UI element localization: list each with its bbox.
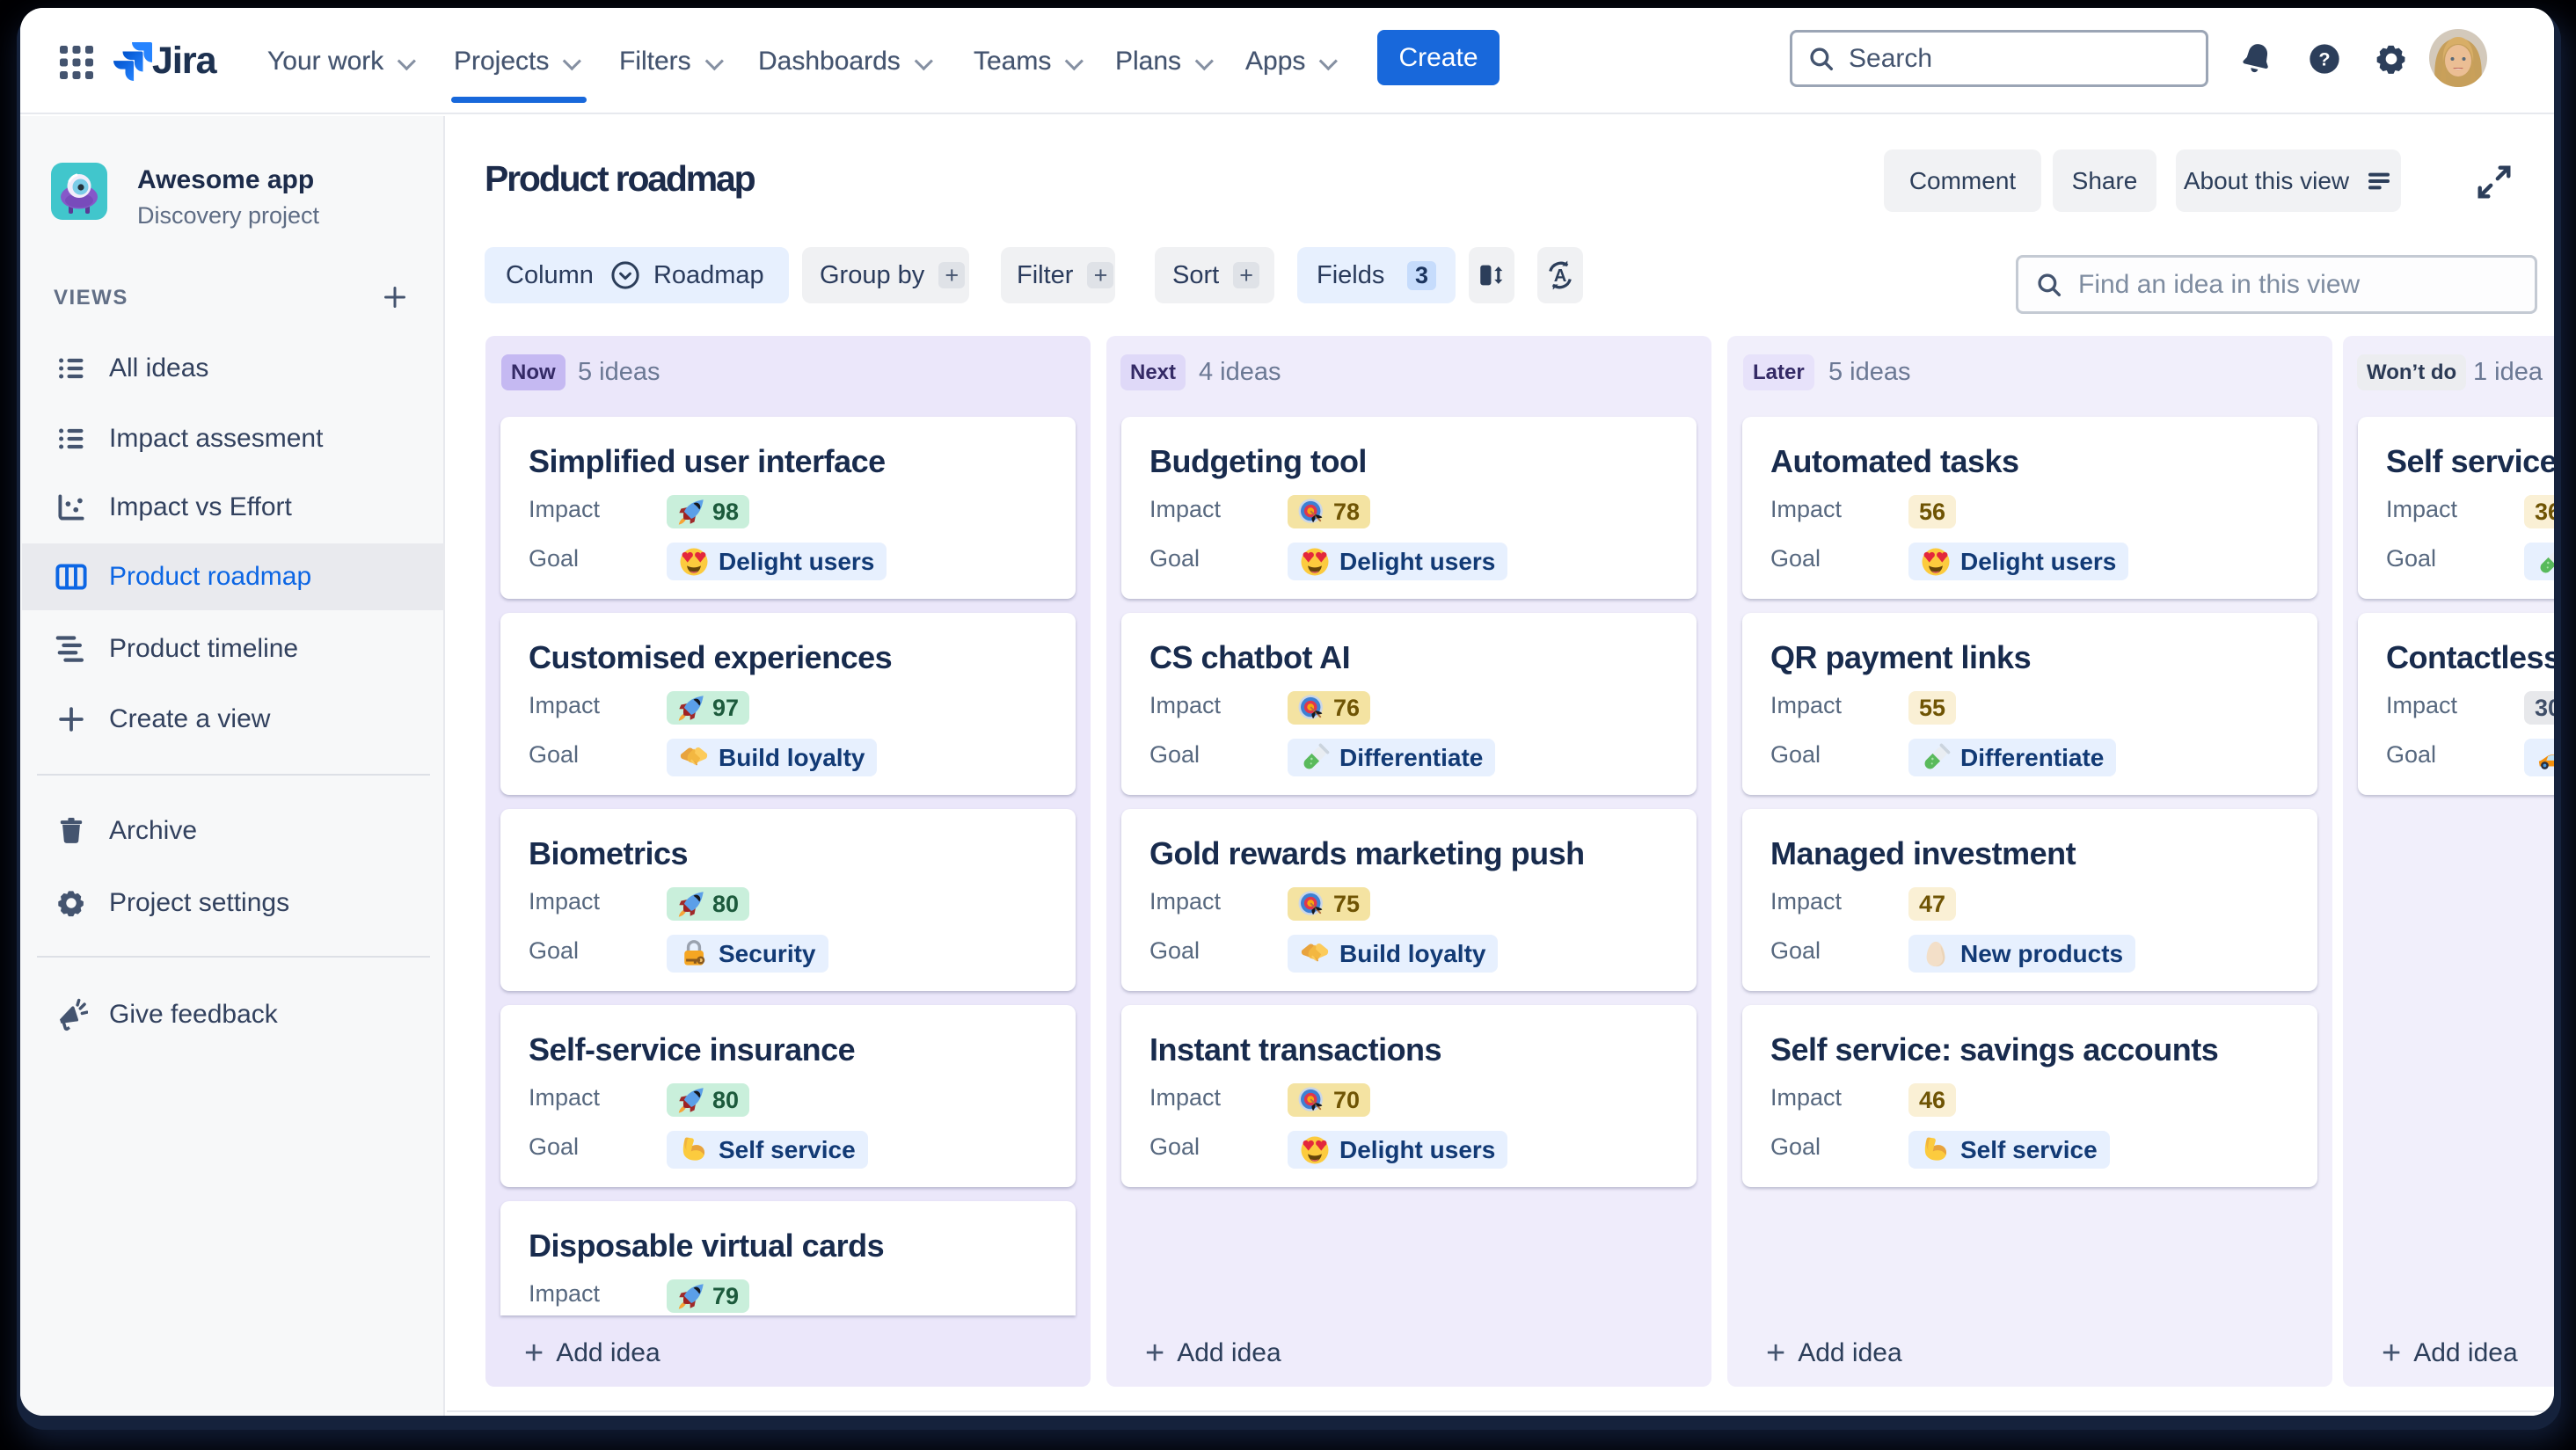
svg-text:?: ? <box>2318 47 2330 69</box>
svg-text:A: A <box>1554 266 1567 286</box>
